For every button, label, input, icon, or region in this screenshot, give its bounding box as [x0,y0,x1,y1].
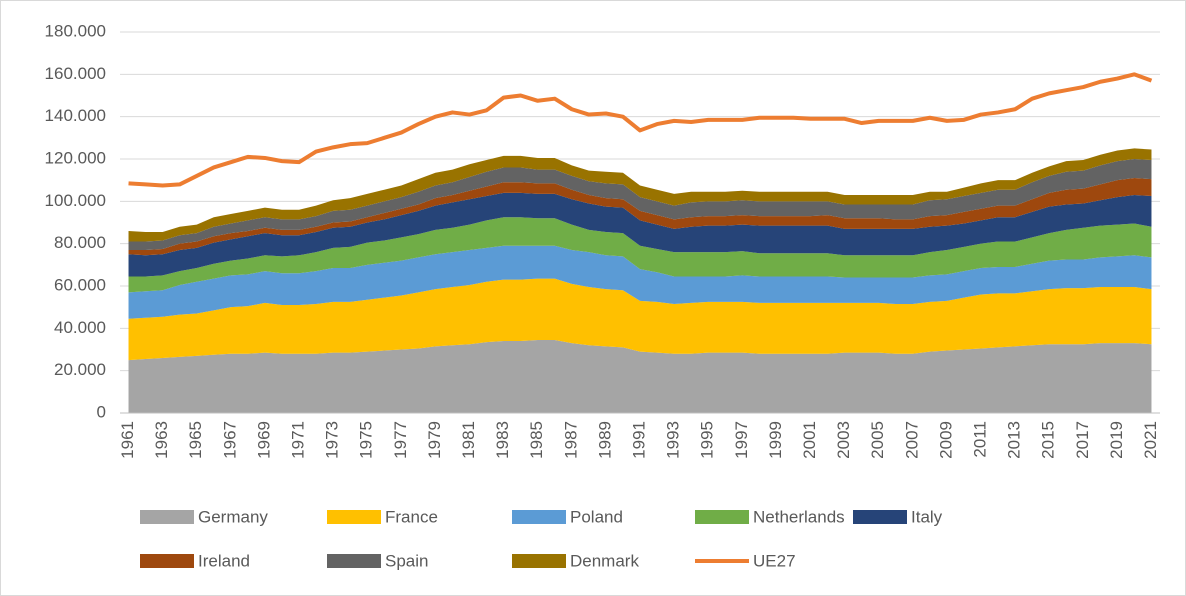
legend-item: Ireland [140,551,250,570]
area [128,192,1152,277]
area [128,159,1152,251]
x-tick-label: 1965 [186,421,205,459]
line [128,72,1153,188]
x-tick-label: 1993 [664,421,683,459]
y-tick-label: 20.000 [54,360,106,379]
area [128,178,1152,256]
legend-swatch [512,510,566,524]
x-tick-label: 2013 [1005,421,1024,459]
x-tick-label: 2011 [970,421,989,458]
legend-swatch [695,510,749,524]
x-tick-label: 2003 [834,421,853,459]
legend-label: Denmark [570,551,639,570]
legend-item: Germany [140,507,268,526]
legend-label: Netherlands [753,507,845,526]
x-tick-label: 1961 [118,421,137,459]
legend-swatch [140,554,194,568]
legend-swatch [140,510,194,524]
x-tick-label: 2015 [1039,421,1058,459]
area [128,217,1152,293]
x-tick-label: 2017 [1073,421,1092,459]
legend-label: France [385,507,438,526]
x-tick-label: 1997 [732,421,751,459]
x-tick-label: 1995 [698,421,717,459]
legend-label: UE27 [753,551,796,570]
y-tick-label: 80.000 [54,233,106,252]
y-tick-label: 40.000 [54,318,106,337]
legend-label: Italy [911,507,943,526]
x-tick-label: 2005 [868,421,887,459]
legend-item: Denmark [512,551,639,570]
legend-item: Spain [327,551,428,570]
x-tick-label: 2021 [1141,421,1160,459]
x-tick-label: 1991 [629,421,648,459]
x-tick-label: 1977 [391,421,410,459]
x-tick-label: 1983 [493,421,512,459]
x-tick-label: 1989 [595,421,614,459]
x-tick-label: 2019 [1107,421,1126,459]
x-tick-label: 1973 [323,421,342,459]
x-tick-label: 1975 [357,421,376,459]
y-tick-label: 60.000 [54,275,106,294]
legend-item: Poland [512,507,623,526]
x-tick-label: 2009 [936,421,955,459]
legend-swatch [327,510,381,524]
x-tick-label: 1963 [152,421,171,459]
legend-label: Ireland [198,551,250,570]
x-tick-label: 1981 [459,421,478,459]
legend-label: Poland [570,507,623,526]
area [128,148,1152,242]
x-tick-label: 1999 [766,421,785,459]
y-tick-label: 160.000 [45,64,106,83]
x-tick-label: 1979 [425,421,444,459]
legend-item: Italy [853,507,943,526]
x-tick-label: 1967 [220,421,239,459]
area [128,339,1152,413]
legend-swatch [853,510,907,524]
x-tick-label: 1987 [561,421,580,459]
y-tick-label: 100.000 [45,191,106,210]
x-tick-label: 1971 [289,421,308,459]
y-tick-label: 140.000 [45,106,106,125]
legend-item: UE27 [695,551,796,570]
legend-label: Germany [198,507,268,526]
legend-item: Netherlands [695,507,845,526]
x-tick-label: 2001 [800,421,819,459]
y-tick-label: 0 [97,402,106,421]
area [128,278,1152,361]
x-tick-label: 1985 [527,421,546,459]
x-tick-label: 2007 [902,421,921,459]
x-tick-label: 1969 [254,421,273,459]
legend-item: France [327,507,438,526]
legend-label: Spain [385,551,428,570]
legend-swatch [512,554,566,568]
y-tick-label: 180.000 [45,21,106,40]
area [128,245,1152,319]
y-tick-label: 120.000 [45,148,106,167]
legend-swatch [327,554,381,568]
